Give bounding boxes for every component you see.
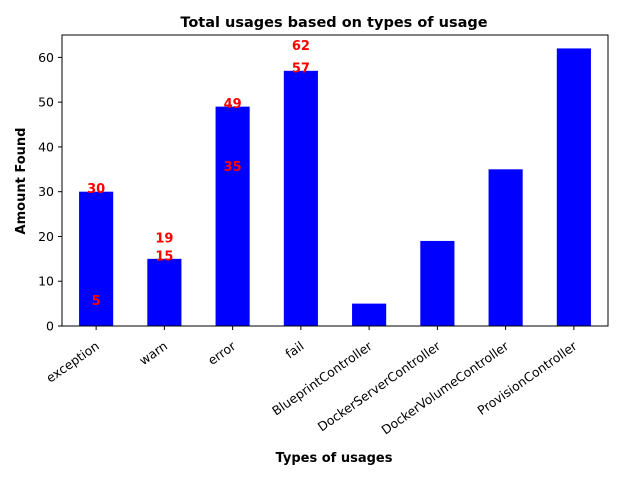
x-axis-label: Types of usages	[276, 451, 393, 466]
y-tick-label: 0	[46, 319, 54, 334]
data-label: 49	[224, 97, 242, 112]
bar-exception	[79, 191, 114, 326]
x-tick-label: error	[205, 338, 239, 368]
y-tick-label: 30	[38, 184, 54, 199]
bar-blueprintcontroller	[352, 303, 387, 326]
data-label: 62	[292, 39, 310, 54]
y-tick-label: 20	[38, 229, 54, 244]
data-label: 35	[224, 160, 242, 175]
bar-dockerservercontroller	[420, 240, 455, 326]
x-tick-label: DockerServerController	[315, 338, 444, 435]
bar-error	[215, 106, 250, 326]
y-tick-label: 10	[38, 274, 54, 289]
x-tick-label: exception	[43, 338, 102, 385]
bar-provisioncontroller	[556, 48, 591, 326]
y-tick-label: 50	[38, 95, 54, 110]
chart-title: Total usages based on types of usage	[180, 15, 487, 31]
bar-warn	[147, 258, 182, 326]
data-label: 15	[155, 249, 173, 264]
x-tick-label: DockerVolumeController	[378, 338, 512, 438]
bar-fail	[283, 70, 318, 326]
plot-frame	[61, 34, 609, 327]
data-label: 19	[155, 231, 173, 246]
bar-dockervolumecontroller	[488, 169, 523, 326]
y-tick-label: 60	[38, 50, 54, 65]
y-tick-label: 40	[38, 139, 54, 154]
data-label: 5	[92, 294, 101, 309]
y-axis-label: Amount Found	[14, 128, 29, 235]
data-label: 57	[292, 61, 310, 76]
data-label: 30	[87, 182, 105, 197]
x-tick-label: fail	[282, 338, 306, 361]
x-tick-label: warn	[136, 338, 170, 368]
